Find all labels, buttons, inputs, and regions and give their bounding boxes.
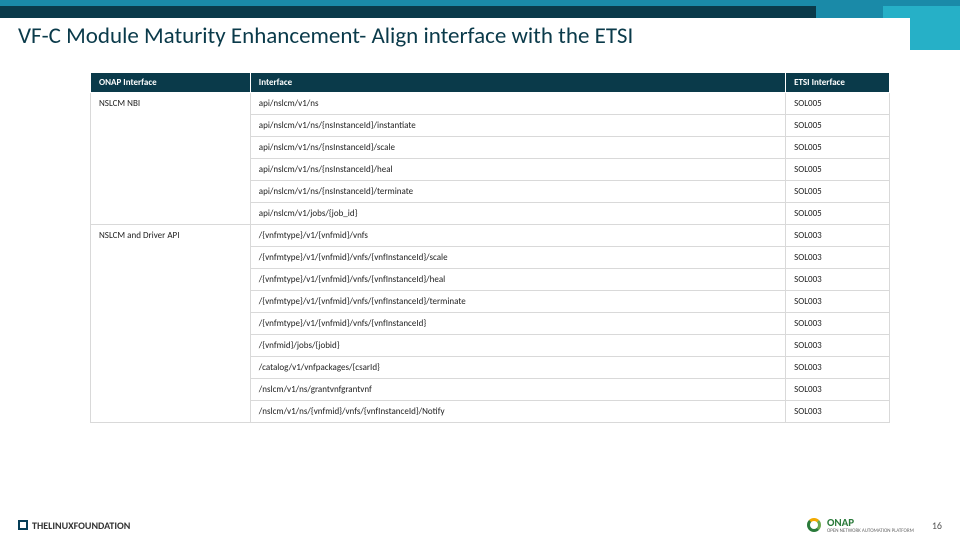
etsi-cell: SOL003 (786, 291, 890, 313)
interface-table-wrap: ONAP Interface Interface ETSI Interface … (90, 72, 890, 423)
interface-cell: api/nslcm/v1/ns (250, 93, 785, 115)
etsi-cell: SOL003 (786, 313, 890, 335)
etsi-cell: SOL003 (786, 269, 890, 291)
interface-cell: /{vnfmtype}/v1/{vnfmid}/vnfs/{vnfInstanc… (250, 247, 785, 269)
etsi-cell: SOL005 (786, 181, 890, 203)
interface-cell: /{vnfmtype}/v1/{vnfmid}/vnfs (250, 225, 785, 247)
table-row: NSLCM and Driver API/{vnfmtype}/v1/{vnfm… (91, 225, 890, 247)
etsi-cell: SOL005 (786, 159, 890, 181)
etsi-cell: SOL003 (786, 379, 890, 401)
interface-cell: /{vnfmtype}/v1/{vnfmid}/vnfs/{vnfInstanc… (250, 269, 785, 291)
interface-table: ONAP Interface Interface ETSI Interface … (90, 72, 890, 423)
etsi-cell: SOL005 (786, 115, 890, 137)
etsi-cell: SOL003 (786, 247, 890, 269)
etsi-cell: SOL003 (786, 357, 890, 379)
interface-cell: /catalog/v1/vnfpackages/{csarId} (250, 357, 785, 379)
onap-subtitle: OPEN NETWORK AUTOMATION PLATFORM (827, 529, 914, 534)
onap-logo: ONAP OPEN NETWORK AUTOMATION PLATFORM (807, 516, 914, 534)
onap-interface-cell: NSLCM NBI (91, 93, 251, 225)
linux-icon (18, 520, 28, 530)
etsi-cell: SOL003 (786, 335, 890, 357)
interface-cell: api/nslcm/v1/ns/{nsInstanceId}/instantia… (250, 115, 785, 137)
page-title: VF-C Module Maturity Enhancement- Align … (18, 22, 908, 52)
interface-cell: /{vnfmtype}/v1/{vnfmid}/vnfs/{vnfInstanc… (250, 313, 785, 335)
interface-cell: api/nslcm/v1/jobs/{job_id} (250, 203, 785, 225)
etsi-cell: SOL005 (786, 137, 890, 159)
footer: THELINUXFOUNDATION ONAP OPEN NETWORK AUT… (18, 516, 942, 534)
onap-interface-cell: NSLCM and Driver API (91, 225, 251, 423)
interface-cell: /nslcm/v1/ns/grantvnfgrantvnf (250, 379, 785, 401)
interface-cell: /{vnfmtype}/v1/{vnfmid}/vnfs/{vnfInstanc… (250, 291, 785, 313)
etsi-cell: SOL003 (786, 225, 890, 247)
etsi-cell: SOL005 (786, 93, 890, 115)
col-header-interface: Interface (250, 73, 785, 93)
interface-cell: /nslcm/v1/ns/{vnfmid}/vnfs/{vnfInstanceI… (250, 401, 785, 423)
table-row: NSLCM NBIapi/nslcm/v1/nsSOL005 (91, 93, 890, 115)
etsi-cell: SOL005 (786, 203, 890, 225)
page-number: 16 (932, 519, 942, 532)
interface-cell: api/nslcm/v1/ns/{nsInstanceId}/terminate (250, 181, 785, 203)
linux-foundation-logo: THELINUXFOUNDATION (18, 519, 130, 532)
col-header-onap: ONAP Interface (91, 73, 251, 93)
interface-cell: api/nslcm/v1/ns/{nsInstanceId}/scale (250, 137, 785, 159)
linux-text: THELINUXFOUNDATION (32, 519, 130, 532)
interface-cell: /{vnfmid}/jobs/{jobid} (250, 335, 785, 357)
onap-icon (807, 518, 821, 532)
etsi-cell: SOL003 (786, 401, 890, 423)
interface-cell: api/nslcm/v1/ns/{nsInstanceId}/heal (250, 159, 785, 181)
col-header-etsi: ETSI Interface (786, 73, 890, 93)
